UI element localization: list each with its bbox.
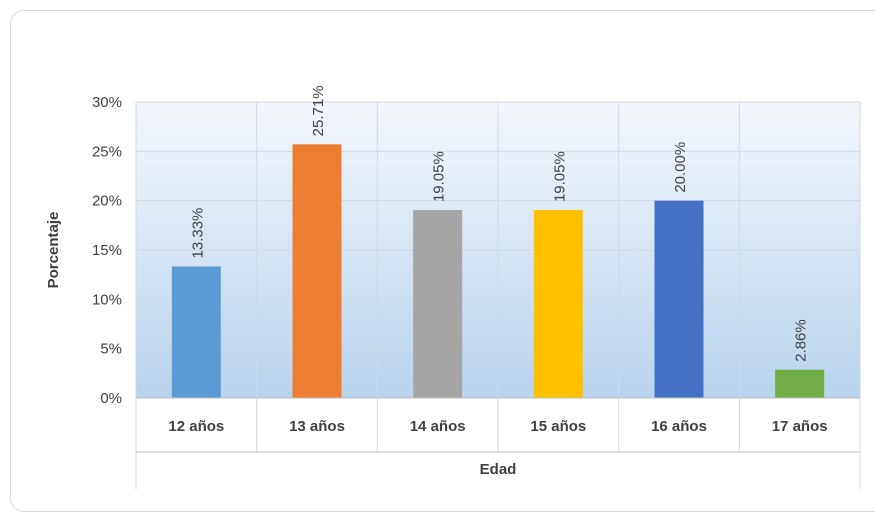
bar [171,266,221,398]
x-tick-label: 17 años [772,418,828,435]
data-label: 13.33% [189,208,206,259]
x-axis: 12 años 13 años 14 años 15 años 16 años 17 añ… [136,397,860,453]
y-axis-ticks: 0% 5% 10% 15% 20% 25% 30% [92,94,122,407]
x-tick-label: 13 años [289,418,345,435]
bar [292,144,342,398]
y-tick-label: 25% [92,143,122,160]
x-tick-label: 12 años [168,418,224,435]
bar [413,210,463,398]
y-tick-label: 10% [92,291,122,308]
x-tick-label: 15 años [530,418,586,435]
bar [533,210,583,398]
bar [775,369,825,398]
data-label: 25.71% [310,85,327,136]
bar-chart: 0% 5% 10% 15% 20% 25% 30% 13.33% 25.71% 19.05% 19… [45,85,861,489]
y-tick-label: 20% [92,193,122,210]
y-tick-label: 30% [92,94,122,111]
y-axis-title: Porcentaje [45,212,62,289]
x-axis-title: Edad [480,461,517,478]
bars: 13.33% 25.71% 19.05% 19.05% 20.00% 2.86% [171,85,825,398]
data-label: 2.86% [793,319,810,362]
data-label: 19.05% [551,151,568,202]
gridlines [135,101,861,489]
y-tick-label: 15% [92,242,122,259]
bar [654,200,704,398]
x-tick-label: 14 años [410,418,466,435]
y-tick-label: 0% [100,390,122,407]
data-label: 20.00% [672,142,689,193]
data-label: 19.05% [431,151,448,202]
y-tick-label: 5% [100,341,122,358]
x-tick-label: 16 años [651,418,707,435]
